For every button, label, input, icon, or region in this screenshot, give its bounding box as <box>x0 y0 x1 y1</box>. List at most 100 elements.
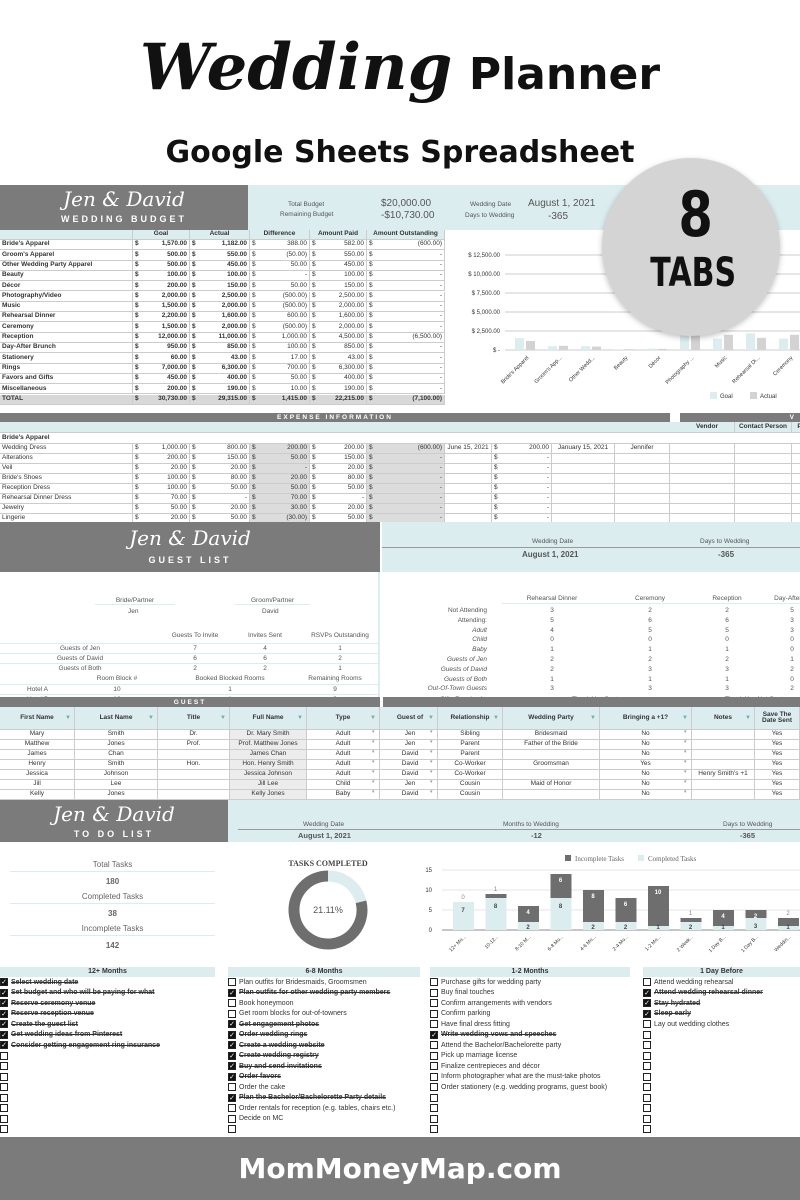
unchecked-checkbox[interactable] <box>643 1020 651 1029</box>
table-cell[interactable]: Prof. Matthew Jones <box>230 740 307 749</box>
table-cell[interactable]: Smith <box>75 730 158 739</box>
filter-icon[interactable]: ▼ <box>65 715 71 721</box>
table-cell[interactable] <box>158 750 230 759</box>
checked-checkbox[interactable]: ✓ <box>430 1030 438 1039</box>
filter-icon[interactable]: ▼ <box>590 715 596 721</box>
column-header-filter[interactable]: Full Name <box>230 707 307 729</box>
dropdown-arrow-icon[interactable]: ▾ <box>430 739 433 745</box>
table-cell[interactable] <box>158 790 230 799</box>
unchecked-checkbox[interactable] <box>228 1125 236 1134</box>
table-cell[interactable]: David <box>383 790 438 799</box>
table-cell[interactable] <box>692 790 755 799</box>
unchecked-checkbox[interactable] <box>0 1093 8 1102</box>
dropdown-arrow-icon[interactable]: ▾ <box>372 749 375 755</box>
table-cell[interactable]: No <box>600 780 692 789</box>
table-cell[interactable]: Child <box>307 780 380 789</box>
unchecked-checkbox[interactable] <box>430 1072 438 1081</box>
table-cell[interactable]: Hon. <box>158 760 230 769</box>
table-cell[interactable] <box>735 454 792 463</box>
table-cell[interactable] <box>735 474 792 483</box>
checked-checkbox[interactable]: ✓ <box>643 999 651 1008</box>
table-cell[interactable]: David <box>383 760 438 769</box>
dropdown-arrow-icon[interactable]: ▾ <box>372 759 375 765</box>
dropdown-arrow-icon[interactable]: ▾ <box>372 729 375 735</box>
table-cell[interactable]: Kelly Jones <box>230 790 307 799</box>
unchecked-checkbox[interactable] <box>430 1062 438 1071</box>
dropdown-arrow-icon[interactable]: ▾ <box>684 769 687 775</box>
table-cell[interactable]: No <box>600 770 692 779</box>
unchecked-checkbox[interactable] <box>430 1104 438 1113</box>
table-cell[interactable]: Cousin <box>438 790 503 799</box>
table-cell[interactable]: Baby <box>307 790 380 799</box>
checked-checkbox[interactable]: ✓ <box>0 1009 8 1018</box>
table-cell[interactable] <box>792 454 800 463</box>
unchecked-checkbox[interactable] <box>430 1093 438 1102</box>
table-cell[interactable]: David <box>383 770 438 779</box>
table-cell[interactable] <box>680 484 735 493</box>
dropdown-arrow-icon[interactable]: ▾ <box>430 779 433 785</box>
column-header-filter[interactable]: Last Name <box>75 707 158 729</box>
dropdown-arrow-icon[interactable]: ▾ <box>372 779 375 785</box>
table-cell[interactable]: Jen <box>383 780 438 789</box>
filter-icon[interactable]: ▼ <box>370 715 376 721</box>
unchecked-checkbox[interactable] <box>643 1104 651 1113</box>
dropdown-arrow-icon[interactable]: ▾ <box>430 769 433 775</box>
unchecked-checkbox[interactable] <box>643 1062 651 1071</box>
unchecked-checkbox[interactable] <box>643 1041 651 1050</box>
table-cell[interactable]: Bridesmaid <box>503 730 600 739</box>
table-cell[interactable]: Jill <box>0 780 75 789</box>
table-cell[interactable]: Yes <box>755 790 800 799</box>
table-cell[interactable] <box>792 484 800 493</box>
table-cell[interactable]: No <box>600 750 692 759</box>
table-cell[interactable] <box>735 484 792 493</box>
table-cell[interactable] <box>792 474 800 483</box>
table-cell[interactable] <box>792 514 800 522</box>
column-header-filter[interactable]: First Name <box>0 707 75 729</box>
table-cell[interactable]: Co-Worker <box>438 770 503 779</box>
checked-checkbox[interactable]: ✓ <box>228 1041 236 1050</box>
table-cell[interactable]: Yes <box>755 760 800 769</box>
table-cell[interactable]: Sibling <box>438 730 503 739</box>
dropdown-arrow-icon[interactable]: ▾ <box>430 759 433 765</box>
column-header-filter[interactable]: Bringing a +1? <box>600 707 692 729</box>
checked-checkbox[interactable]: ✓ <box>228 1051 236 1060</box>
table-cell[interactable]: Lee <box>75 780 158 789</box>
unchecked-checkbox[interactable] <box>0 1104 8 1113</box>
table-cell[interactable]: Co-Worker <box>438 760 503 769</box>
unchecked-checkbox[interactable] <box>643 1093 651 1102</box>
table-cell[interactable]: Adult <box>307 750 380 759</box>
table-cell[interactable] <box>692 740 755 749</box>
table-cell[interactable]: No <box>600 730 692 739</box>
unchecked-checkbox[interactable] <box>228 1083 236 1092</box>
table-cell[interactable]: Dr. <box>158 730 230 739</box>
unchecked-checkbox[interactable] <box>430 1114 438 1123</box>
unchecked-checkbox[interactable] <box>430 978 438 987</box>
unchecked-checkbox[interactable] <box>430 988 438 997</box>
column-header-filter[interactable]: Wedding Party <box>503 707 600 729</box>
checked-checkbox[interactable]: ✓ <box>0 978 8 987</box>
unchecked-checkbox[interactable] <box>430 1041 438 1050</box>
table-cell[interactable] <box>692 780 755 789</box>
table-cell[interactable]: Mary <box>0 730 75 739</box>
table-cell[interactable]: Parent <box>438 750 503 759</box>
checked-checkbox[interactable]: ✓ <box>643 1009 651 1018</box>
unchecked-checkbox[interactable] <box>643 1114 651 1123</box>
unchecked-checkbox[interactable] <box>643 1125 651 1134</box>
dropdown-arrow-icon[interactable]: ▾ <box>372 739 375 745</box>
table-cell[interactable]: Adult <box>307 740 380 749</box>
table-cell[interactable]: Adult <box>307 770 380 779</box>
table-cell[interactable]: Chan <box>75 750 158 759</box>
checked-checkbox[interactable]: ✓ <box>228 988 236 997</box>
table-cell[interactable]: Jessica Johnson <box>230 770 307 779</box>
unchecked-checkbox[interactable] <box>430 1051 438 1060</box>
dropdown-arrow-icon[interactable]: ▾ <box>684 739 687 745</box>
checked-checkbox[interactable]: ✓ <box>228 1072 236 1081</box>
unchecked-checkbox[interactable] <box>0 1051 8 1060</box>
checked-checkbox[interactable]: ✓ <box>0 1020 8 1029</box>
table-cell[interactable]: Matthew <box>0 740 75 749</box>
dropdown-arrow-icon[interactable]: ▾ <box>372 789 375 795</box>
filter-icon[interactable]: ▼ <box>220 715 226 721</box>
dropdown-arrow-icon[interactable]: ▾ <box>684 759 687 765</box>
table-cell[interactable]: Parent <box>438 740 503 749</box>
unchecked-checkbox[interactable] <box>0 1083 8 1092</box>
